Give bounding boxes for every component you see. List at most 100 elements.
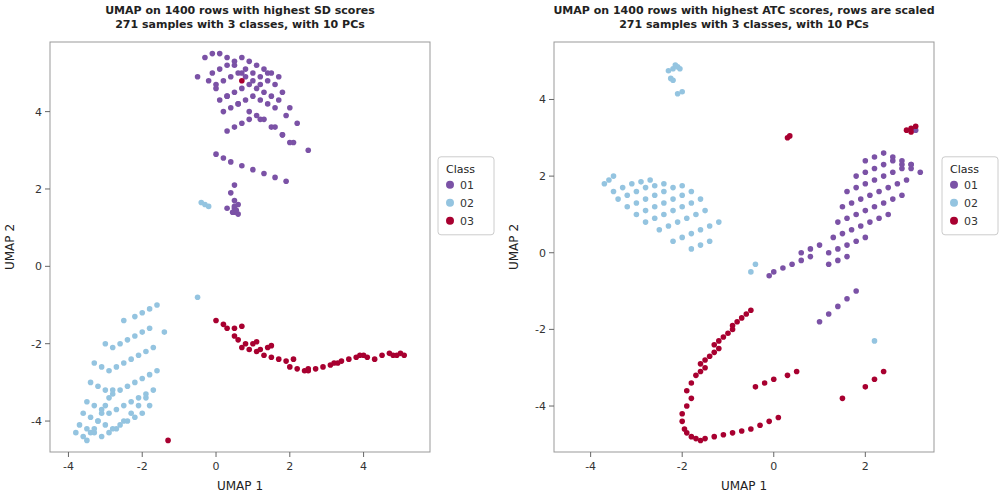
point bbox=[379, 353, 385, 359]
point bbox=[110, 426, 116, 432]
point bbox=[390, 353, 396, 359]
point bbox=[224, 128, 230, 134]
point bbox=[305, 148, 311, 154]
x-tick bbox=[216, 452, 217, 457]
point bbox=[243, 97, 249, 103]
y-tick-label: 0 bbox=[539, 247, 546, 260]
point bbox=[661, 200, 667, 206]
legend-title: Class bbox=[446, 163, 475, 176]
point bbox=[780, 265, 786, 271]
point bbox=[232, 89, 238, 95]
point bbox=[239, 323, 245, 329]
point bbox=[734, 319, 740, 325]
x-tick bbox=[363, 452, 364, 457]
point bbox=[276, 356, 282, 362]
point bbox=[872, 204, 878, 210]
point bbox=[357, 353, 363, 359]
point bbox=[151, 387, 157, 393]
y-tick bbox=[45, 188, 50, 189]
point bbox=[789, 261, 795, 267]
point bbox=[224, 93, 230, 99]
point bbox=[228, 74, 234, 80]
point bbox=[224, 325, 230, 331]
point bbox=[844, 254, 850, 260]
point bbox=[853, 212, 859, 218]
point bbox=[698, 242, 704, 248]
point bbox=[881, 150, 887, 156]
point bbox=[283, 358, 289, 364]
point bbox=[206, 78, 212, 84]
legend-swatch bbox=[446, 199, 454, 207]
point bbox=[110, 345, 116, 351]
point bbox=[250, 93, 256, 99]
point bbox=[372, 356, 378, 362]
point bbox=[853, 185, 859, 191]
point bbox=[320, 364, 326, 370]
point bbox=[693, 212, 699, 218]
point bbox=[835, 219, 841, 225]
point bbox=[210, 70, 216, 76]
point bbox=[899, 166, 905, 172]
point bbox=[766, 273, 772, 279]
point bbox=[762, 380, 768, 386]
point bbox=[283, 113, 289, 119]
point bbox=[269, 124, 275, 130]
plot-frame bbox=[554, 42, 934, 452]
point bbox=[276, 74, 282, 80]
point bbox=[679, 419, 685, 425]
x-tick bbox=[865, 452, 866, 457]
point bbox=[239, 78, 245, 84]
point bbox=[670, 208, 676, 214]
point bbox=[679, 192, 685, 198]
point bbox=[235, 101, 241, 107]
point bbox=[195, 294, 201, 300]
y-tick-label: -4 bbox=[31, 415, 42, 428]
point bbox=[287, 364, 293, 370]
point bbox=[246, 82, 252, 88]
x-tick bbox=[682, 452, 683, 457]
point bbox=[114, 364, 120, 370]
point bbox=[643, 185, 649, 191]
point bbox=[679, 235, 685, 241]
point bbox=[679, 411, 685, 417]
point bbox=[890, 196, 896, 202]
y-axis-label: UMAP 2 bbox=[507, 224, 521, 270]
point bbox=[853, 173, 859, 179]
point bbox=[739, 428, 745, 434]
title: UMAP on 1400 rows with highest ATC score… bbox=[553, 4, 934, 31]
point bbox=[707, 353, 713, 359]
legend-swatch bbox=[950, 217, 958, 225]
point bbox=[776, 415, 782, 421]
y-tick-label: 2 bbox=[539, 170, 546, 183]
point bbox=[217, 51, 223, 57]
point bbox=[863, 181, 869, 187]
point bbox=[748, 426, 754, 432]
point bbox=[210, 51, 216, 57]
point bbox=[707, 223, 713, 229]
point bbox=[624, 192, 630, 198]
point bbox=[885, 212, 891, 218]
point bbox=[91, 403, 97, 409]
point bbox=[228, 105, 234, 111]
point bbox=[99, 407, 105, 413]
point bbox=[698, 227, 704, 233]
point bbox=[629, 181, 635, 187]
point bbox=[117, 387, 123, 393]
point bbox=[908, 129, 914, 135]
point bbox=[885, 185, 891, 191]
point bbox=[269, 70, 275, 76]
point bbox=[202, 55, 208, 61]
point bbox=[647, 177, 653, 183]
legend-title: Class bbox=[950, 163, 979, 176]
point bbox=[257, 74, 263, 80]
point bbox=[265, 101, 271, 107]
point bbox=[235, 70, 241, 76]
point bbox=[313, 366, 319, 372]
point bbox=[753, 384, 759, 390]
point bbox=[224, 93, 230, 99]
y-tick-label: -2 bbox=[31, 338, 42, 351]
point bbox=[139, 310, 145, 316]
x-tick-label: -4 bbox=[63, 460, 74, 473]
point bbox=[221, 78, 227, 84]
point bbox=[128, 399, 134, 405]
